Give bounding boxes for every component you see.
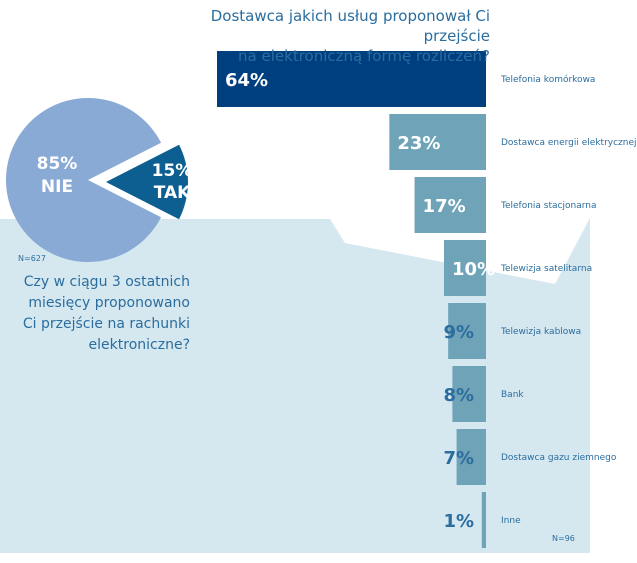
bar-value-label: 10% [452,259,495,280]
bar-category-label: Bank [501,390,524,400]
bar-value-label: 23% [397,133,440,154]
bar-value-label: 9% [443,322,474,343]
connector-band [0,218,590,553]
bar-chart: 64% Telefonia komórkowa 23% Dostawca energi… [217,51,637,548]
bar-value-label: 8% [443,385,474,406]
pie-chart: 85% NIE 15%TAK [5,97,193,262]
bar-category-label: Inne [501,516,521,526]
bar-1 [389,114,486,170]
pie-category-label-nie: NIE [41,177,73,197]
bar-category-label: Telefonia stacjonarna [500,201,596,211]
pie-value-label-tak: 15% [152,161,193,181]
bar-chart-title-line: na elektroniczną formę rozliczeń? [238,47,490,65]
bar-value-label: 7% [443,448,474,469]
bar-category-label: Telefonia komórkowa [500,74,595,85]
bar-value-label: 17% [423,196,466,217]
pie-question: Czy w ciągu 3 ostatnich miesięcy propono… [20,272,190,356]
pie-question-line: Ci przejście na rachunki [22,316,190,332]
bar-5 [452,366,486,422]
pie-slice-nie [5,97,162,262]
bar-7 [481,492,486,548]
bar-4 [448,303,486,359]
background-band [0,218,590,553]
bar-category-label: Dostawca gazu ziemnego [501,453,617,463]
bar-category-label: Telewizja kablowa [500,327,581,337]
pie-question-line: miesięcy proponowano [28,295,190,311]
bar-category-label: Dostawca energii elektrycznej [501,138,637,148]
bar-value-label: 64% [225,70,268,91]
pie-question-line: elektroniczne? [88,337,190,353]
bar-sample-size: N=96 [552,534,575,543]
bar-2 [414,177,486,233]
bar-value-label: 1% [443,511,474,532]
pie-question-line: Czy w ciągu 3 ostatnich [23,274,190,290]
bar-0 [217,51,486,107]
bar-3 [443,240,486,296]
pie-category-label-tak: TAK [154,183,191,203]
pie-value-label-nie: 85% [37,154,78,174]
bar-6 [456,429,486,485]
pie-slice-tak [106,144,188,220]
bar-chart-title: Dostawca jakich usług proponował Ci prze… [150,6,490,66]
bar-category-label: Telewizja satelitarna [500,264,592,274]
pie-sample-size: N=627 [18,254,46,263]
bar-chart-title-line: Dostawca jakich usług proponował Ci prze… [210,7,490,45]
